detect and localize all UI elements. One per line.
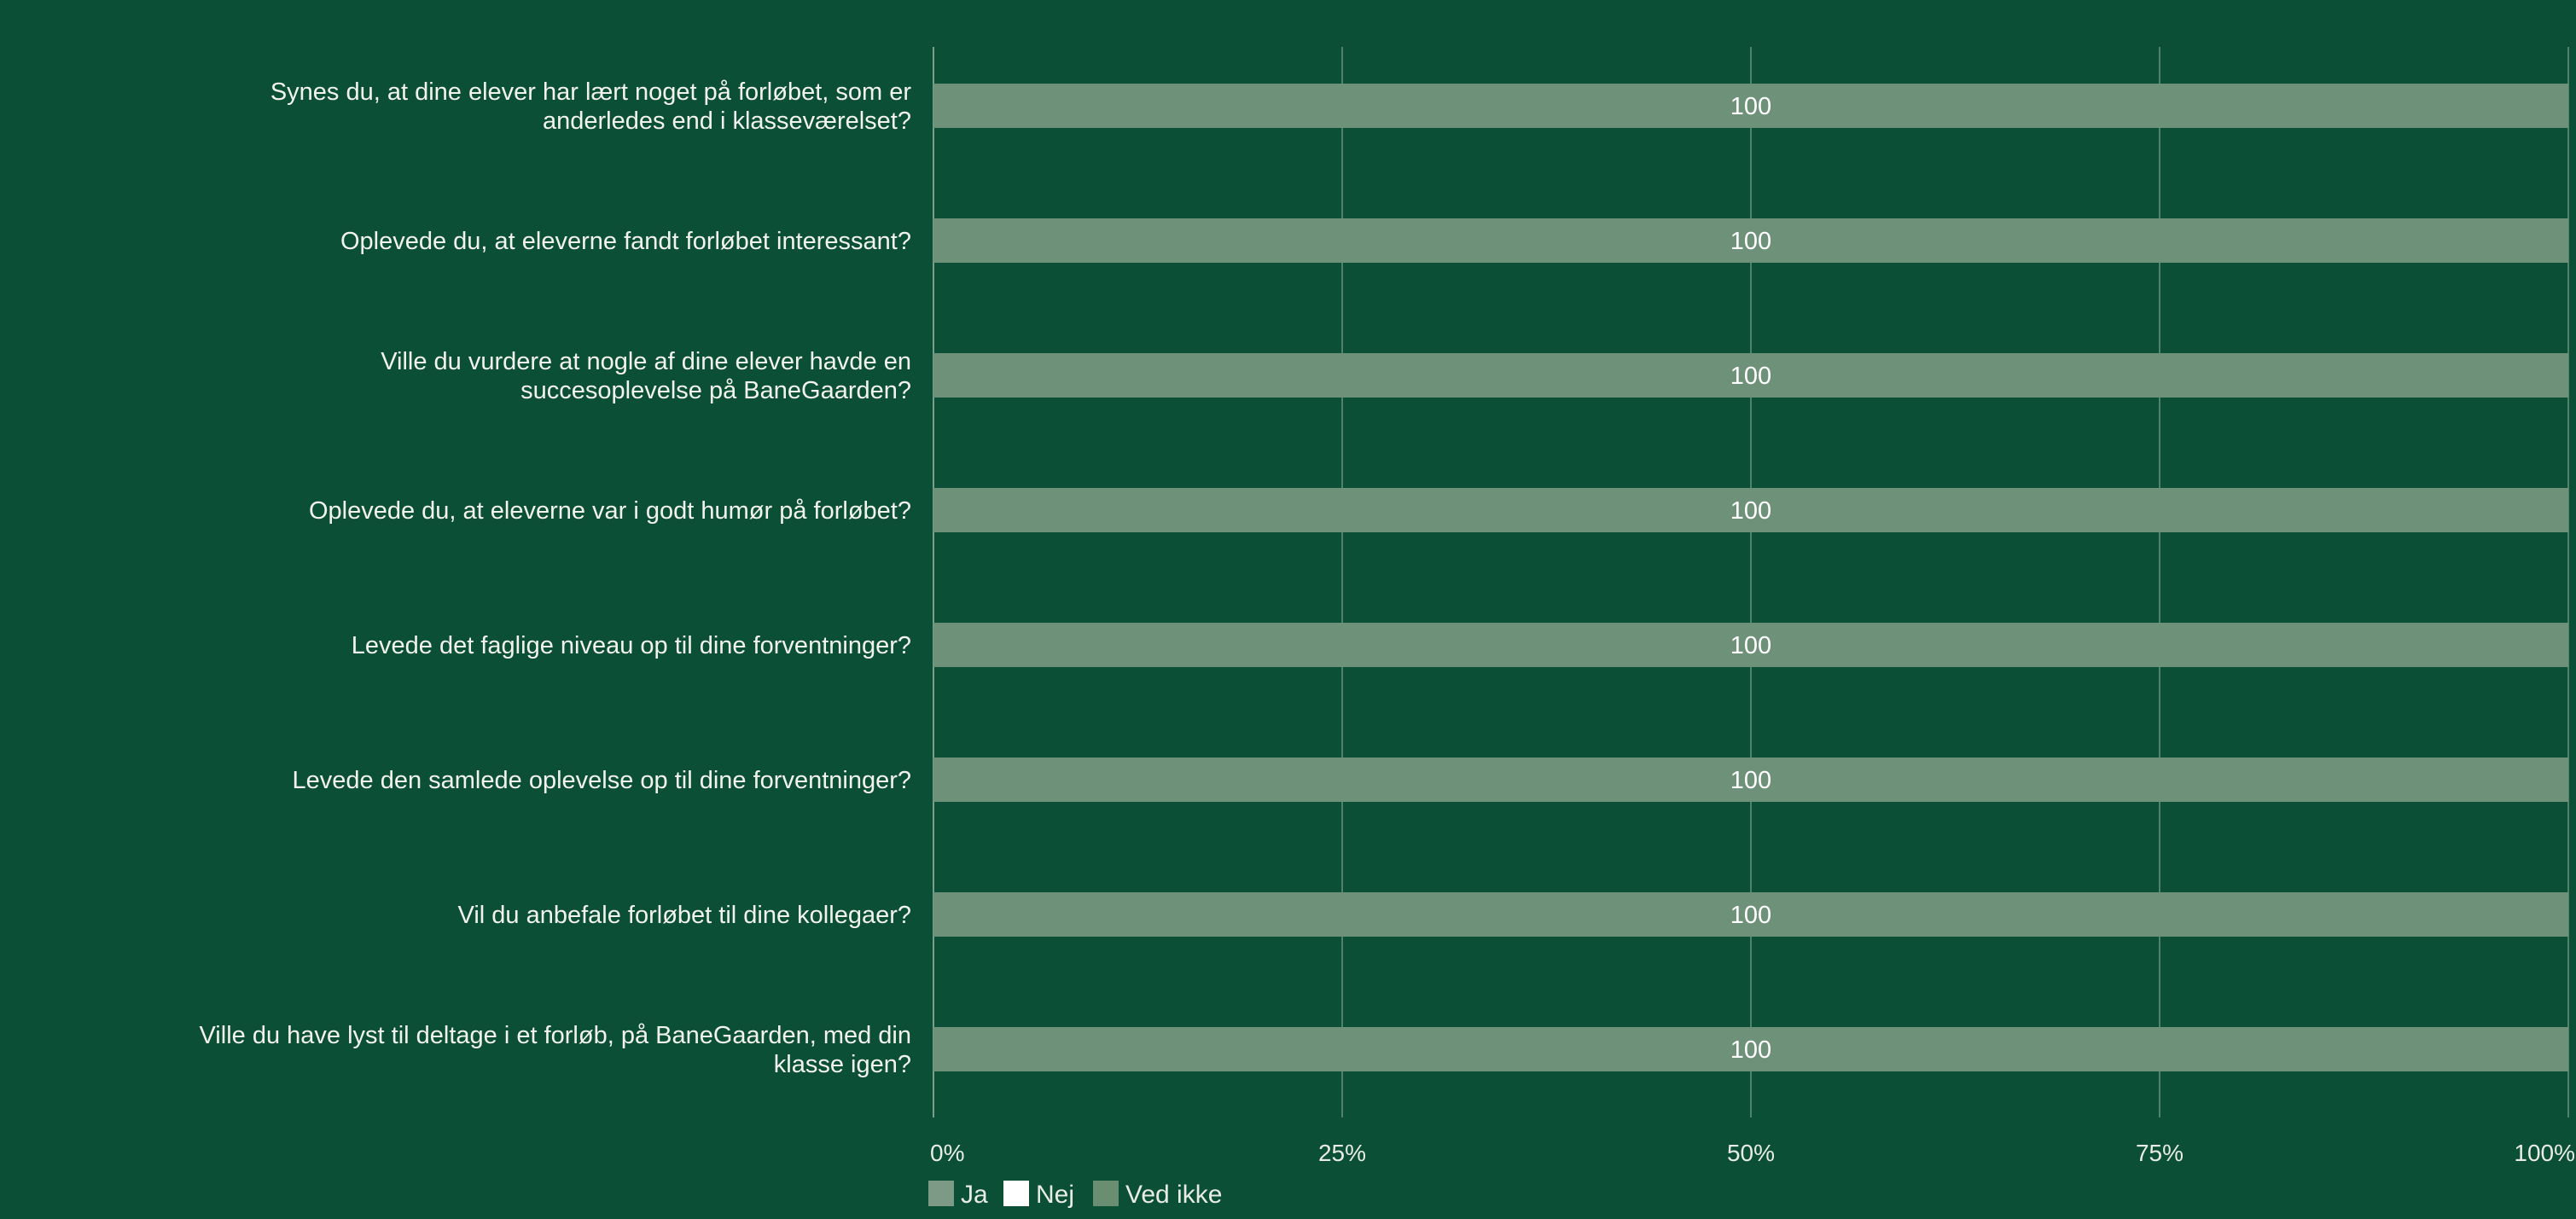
bar-ja <box>933 488 2568 532</box>
data-label: 100 <box>1730 767 1771 794</box>
bars: 100 100 100 100 100 100 100 100 <box>933 84 2568 1071</box>
category-label: klasse igen? <box>774 1051 911 1078</box>
data-label: 100 <box>1730 93 1771 120</box>
bar-ja <box>933 892 2568 937</box>
data-label: 100 <box>1730 632 1771 659</box>
data-label: 100 <box>1730 902 1771 929</box>
legend-label: Nej <box>1036 1181 1074 1209</box>
category-label: Ville du vurdere at nogle af dine elever… <box>381 348 911 375</box>
category-label: Levede det faglige niveau op til dine fo… <box>352 632 911 659</box>
grid-lines <box>933 47 2569 1117</box>
x-tick-label: 0% <box>930 1140 964 1166</box>
x-axis-ticks: 0% 25% 50% 75% 100% <box>930 1140 2575 1166</box>
bar-ja <box>933 623 2568 667</box>
category-label: anderledes end i klasseværelset? <box>543 107 911 135</box>
x-tick-label: 25% <box>1318 1140 1366 1166</box>
data-label: 100 <box>1730 497 1771 525</box>
bar-ja <box>933 218 2568 263</box>
data-label: 100 <box>1730 1036 1771 1064</box>
category-label: Ville du have lyst til deltage i et forl… <box>199 1022 911 1049</box>
x-tick-label: 50% <box>1727 1140 1775 1166</box>
legend-swatch <box>1093 1181 1119 1206</box>
legend-label: Ja <box>961 1181 988 1209</box>
bar-ja <box>933 1027 2568 1071</box>
data-label: 100 <box>1730 228 1771 255</box>
bar-ja <box>933 353 2568 398</box>
category-label: Vil du anbefale forløbet til dine kolleg… <box>458 902 911 929</box>
legend: Ja Nej Ved ikke <box>928 1181 1222 1209</box>
category-label: Oplevede du, at eleverne var i godt humø… <box>309 497 911 525</box>
category-label: Oplevede du, at eleverne fandt forløbet … <box>340 228 911 255</box>
category-labels: Synes du, at dine elever har lært noget … <box>199 78 911 1078</box>
x-tick-label: 100% <box>2514 1140 2575 1166</box>
data-label: 100 <box>1730 363 1771 390</box>
bar-ja <box>933 758 2568 802</box>
category-label: Levede den samlede oplevelse op til dine… <box>293 767 912 794</box>
x-tick-label: 75% <box>2136 1140 2183 1166</box>
category-label: succesoplevelse på BaneGaarden? <box>520 377 911 404</box>
legend-label: Ved ikke <box>1125 1181 1222 1209</box>
bar-ja <box>933 84 2568 128</box>
category-label: Synes du, at dine elever har lært noget … <box>270 78 912 106</box>
legend-swatch <box>1003 1181 1029 1206</box>
legend-swatch <box>928 1181 954 1206</box>
